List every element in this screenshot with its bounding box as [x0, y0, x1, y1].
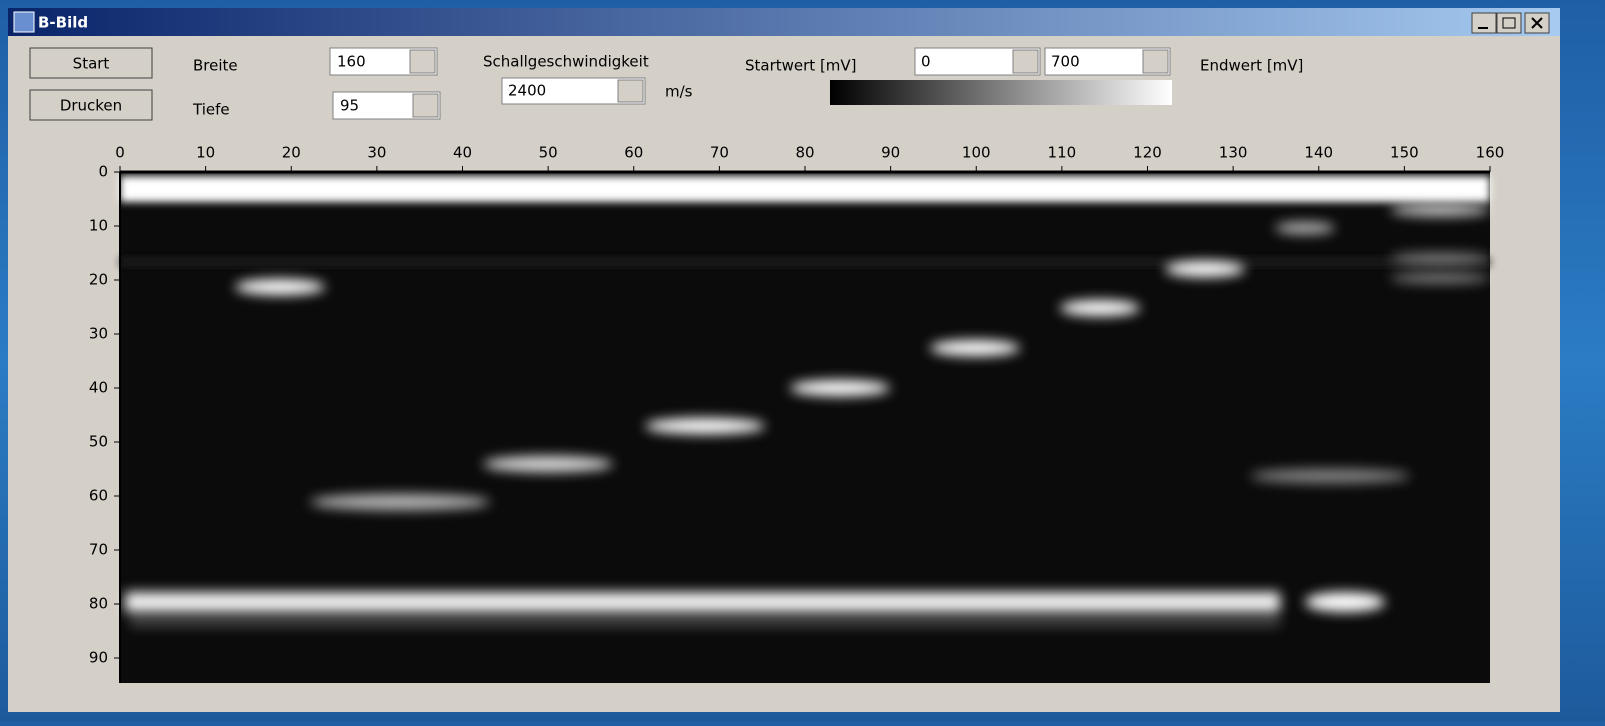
x-tick-label: 20: [282, 144, 301, 162]
x-tick-label: 30: [367, 144, 386, 162]
label: Schallgeschwindigkeit: [483, 53, 649, 71]
y-tick-label: 90: [89, 649, 108, 667]
label: Endwert [mV]: [1200, 57, 1303, 75]
y-tick-label: 80: [89, 595, 108, 613]
minimize[interactable]: [1472, 13, 1496, 33]
x-tick-label: 90: [881, 144, 900, 162]
label: Startwert [mV]: [745, 57, 857, 75]
screen: B-Bild Start Drucken Breite Tiefe 160 95…: [0, 0, 1605, 722]
x-tick-label: 50: [539, 144, 558, 162]
y-tick-label: 10: [89, 217, 108, 235]
y-tick-label: 70: [89, 541, 108, 559]
x-tick-label: 150: [1390, 144, 1419, 162]
x-tick-label: 160: [1476, 144, 1505, 162]
b-scan-image: [120, 172, 1490, 683]
x-tick-label: 10: [196, 144, 215, 162]
input-value: 0: [921, 53, 931, 71]
print-label: Drucken: [60, 97, 122, 115]
gray-scale-bar: [830, 80, 1172, 105]
x-tick-label: 70: [710, 144, 729, 162]
window-controls[interactable]: [1472, 13, 1549, 33]
window-title: B-Bild: [38, 14, 88, 32]
label: Breite: [193, 57, 238, 75]
input-value: 700: [1051, 53, 1080, 71]
x-tick-label: 140: [1304, 144, 1333, 162]
input-value: 160: [337, 53, 366, 71]
x-tick-label: 40: [453, 144, 472, 162]
start-label: Start: [73, 55, 110, 73]
y-tick-label: 50: [89, 433, 108, 451]
title-bar: [8, 8, 1560, 36]
x-tick-label: 100: [962, 144, 991, 162]
input-value: 95: [340, 97, 359, 115]
x-tick-label: 110: [1048, 144, 1077, 162]
y-tick-label: 40: [89, 379, 108, 397]
app-icon: [14, 12, 34, 32]
x-tick-label: 130: [1219, 144, 1248, 162]
y-tick-label: 0: [98, 163, 108, 181]
page: B-Bild Start Drucken Breite Tiefe 160 95…: [0, 0, 1605, 722]
y-tick-label: 30: [89, 325, 108, 343]
x-tick-label: 80: [795, 144, 814, 162]
x-tick-label: 120: [1133, 144, 1162, 162]
maximize[interactable]: [1497, 13, 1521, 33]
label: m/s: [665, 83, 693, 101]
y-tick-label: 20: [89, 271, 108, 289]
label: Tiefe: [192, 101, 230, 119]
y-tick-label: 60: [89, 487, 108, 505]
x-tick-label: 60: [624, 144, 643, 162]
input-value: 2400: [508, 82, 546, 100]
x-tick-label: 0: [115, 144, 125, 162]
